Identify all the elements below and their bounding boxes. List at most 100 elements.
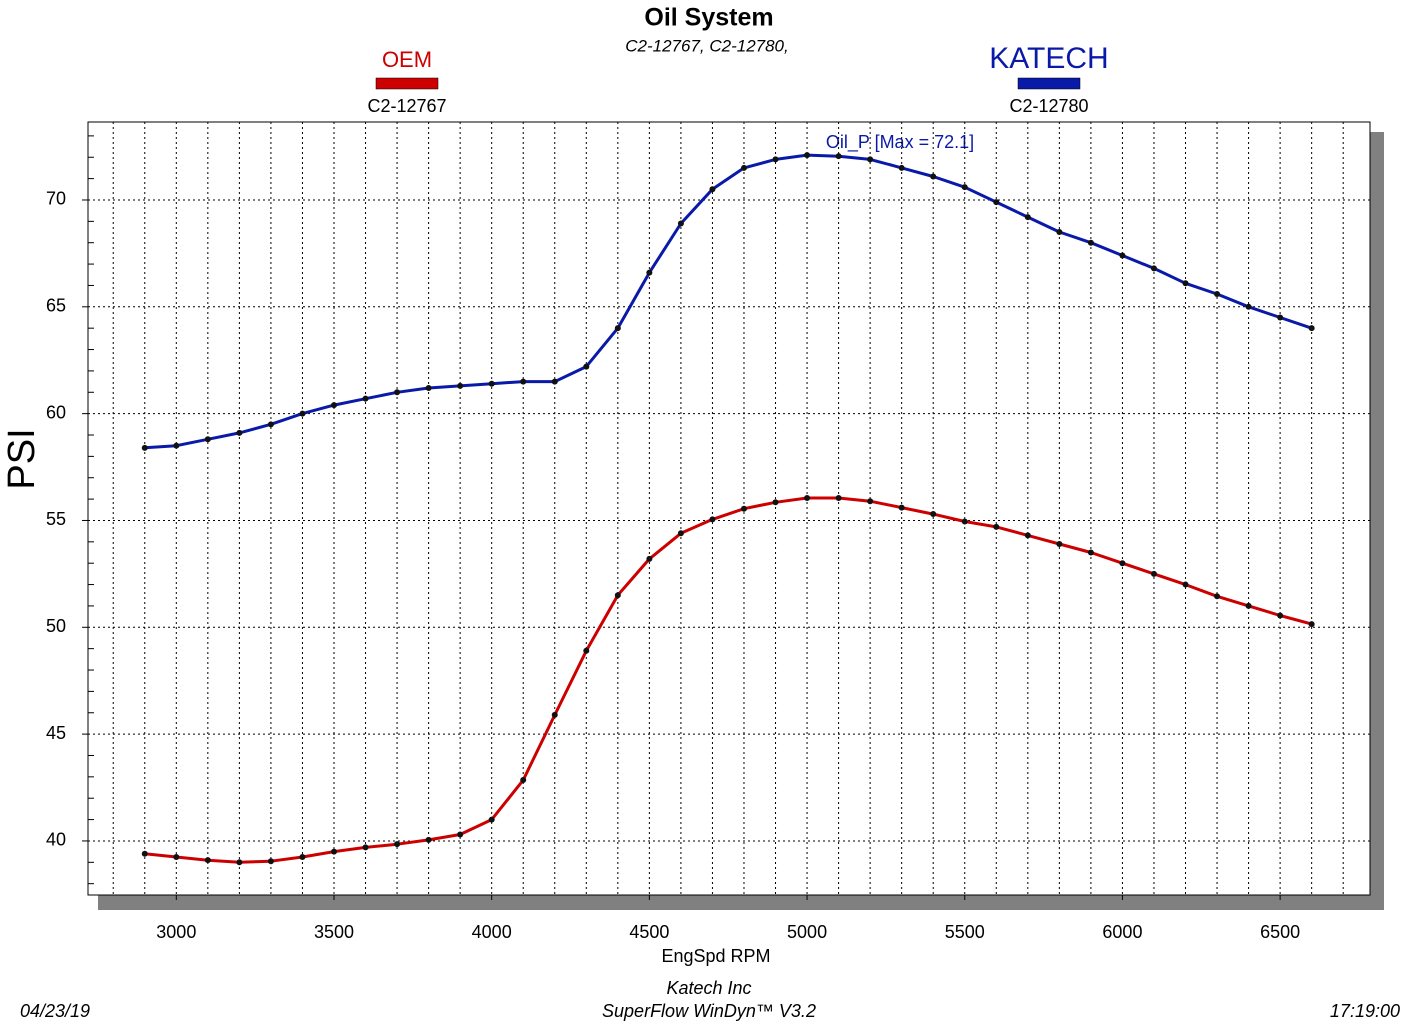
data-point — [709, 186, 716, 193]
data-point — [867, 498, 874, 505]
data-point — [993, 199, 1000, 206]
data-point — [362, 844, 369, 851]
data-point — [1245, 602, 1252, 609]
x-tick-label: 4500 — [629, 922, 669, 942]
data-point — [1056, 540, 1063, 547]
chart-subtitle: C2-12767, C2-12780, — [625, 36, 789, 55]
footer-software: SuperFlow WinDyn™ V3.2 — [602, 1001, 816, 1021]
data-point — [646, 269, 653, 276]
data-point — [425, 836, 432, 843]
y-tick-label: 50 — [46, 616, 66, 636]
data-point — [330, 402, 337, 409]
footer-date: 04/23/19 — [20, 1001, 90, 1021]
x-tick-label: 4000 — [472, 922, 512, 942]
data-point — [1245, 303, 1252, 310]
x-tick-label: 3500 — [314, 922, 354, 942]
data-point — [772, 156, 779, 163]
data-point — [141, 444, 148, 451]
data-point — [394, 841, 401, 848]
data-point — [1024, 214, 1031, 221]
legend-name: OEM — [382, 47, 432, 72]
data-point — [299, 853, 306, 860]
data-point — [141, 850, 148, 857]
x-tick-label: 6500 — [1260, 922, 1300, 942]
data-point — [1308, 621, 1315, 628]
y-tick-label: 65 — [46, 296, 66, 316]
data-point — [1277, 612, 1284, 619]
data-point — [867, 156, 874, 163]
x-tick-label: 5000 — [787, 922, 827, 942]
data-point — [614, 592, 621, 599]
data-point — [1182, 581, 1189, 588]
data-point — [1214, 290, 1221, 297]
series-line — [144, 153, 1313, 450]
data-point — [267, 421, 274, 428]
series-line — [144, 496, 1313, 864]
data-point — [488, 380, 495, 387]
data-point — [677, 530, 684, 537]
data-point — [1182, 280, 1189, 287]
data-point — [457, 382, 464, 389]
x-tick-label: 5500 — [945, 922, 985, 942]
legend-swatch — [1017, 77, 1081, 90]
x-tick-label: 6000 — [1102, 922, 1142, 942]
data-point — [488, 816, 495, 823]
data-point — [772, 499, 779, 506]
data-point — [583, 647, 590, 654]
data-point — [173, 853, 180, 860]
y-tick-label: 45 — [46, 723, 66, 743]
data-point — [835, 495, 842, 502]
data-point — [1056, 229, 1063, 236]
data-point — [457, 831, 464, 838]
data-point — [614, 325, 621, 332]
data-point — [1150, 570, 1157, 577]
data-point — [362, 395, 369, 402]
footer-company: Katech Inc — [666, 978, 751, 998]
x-tick-label: 3000 — [156, 922, 196, 942]
data-point — [520, 777, 527, 784]
data-point — [1024, 532, 1031, 539]
data-point — [1214, 593, 1221, 600]
footer-time: 17:19:00 — [1330, 1001, 1400, 1021]
data-point — [1119, 560, 1126, 567]
data-point — [961, 518, 968, 525]
data-point — [898, 504, 905, 511]
data-point — [551, 378, 558, 385]
data-point — [740, 505, 747, 512]
data-point — [709, 516, 716, 523]
data-point — [804, 152, 811, 159]
data-point — [1308, 325, 1315, 332]
data-point — [993, 523, 1000, 530]
data-point — [1087, 239, 1094, 246]
y-tick-label: 60 — [46, 402, 66, 422]
data-point — [1087, 549, 1094, 556]
data-point — [835, 153, 842, 160]
data-point — [898, 164, 905, 171]
data-point — [425, 384, 432, 391]
data-point — [583, 363, 590, 370]
data-point — [551, 711, 558, 718]
data-point — [961, 184, 968, 191]
y-axis-label: PSI — [1, 428, 43, 489]
data-point — [930, 511, 937, 518]
data-point — [1277, 314, 1284, 321]
data-point — [804, 495, 811, 502]
legend-name: KATECH — [989, 42, 1108, 75]
data-point — [1150, 265, 1157, 272]
legend-test: C2-12780 — [1009, 96, 1088, 116]
data-point — [204, 436, 211, 443]
data-point — [267, 858, 274, 865]
y-tick-label: 70 — [46, 189, 66, 209]
chart-title: Oil System — [644, 4, 773, 32]
y-tick-label: 40 — [46, 830, 66, 850]
data-point — [394, 389, 401, 396]
data-point — [204, 857, 211, 864]
y-tick-label: 55 — [46, 509, 66, 529]
data-point — [173, 442, 180, 449]
x-axis-label: EngSpd RPM — [661, 946, 770, 966]
legend-test: C2-12767 — [367, 96, 446, 116]
data-point — [1119, 252, 1126, 259]
data-point — [330, 848, 337, 855]
plot-area — [87, 121, 1371, 896]
